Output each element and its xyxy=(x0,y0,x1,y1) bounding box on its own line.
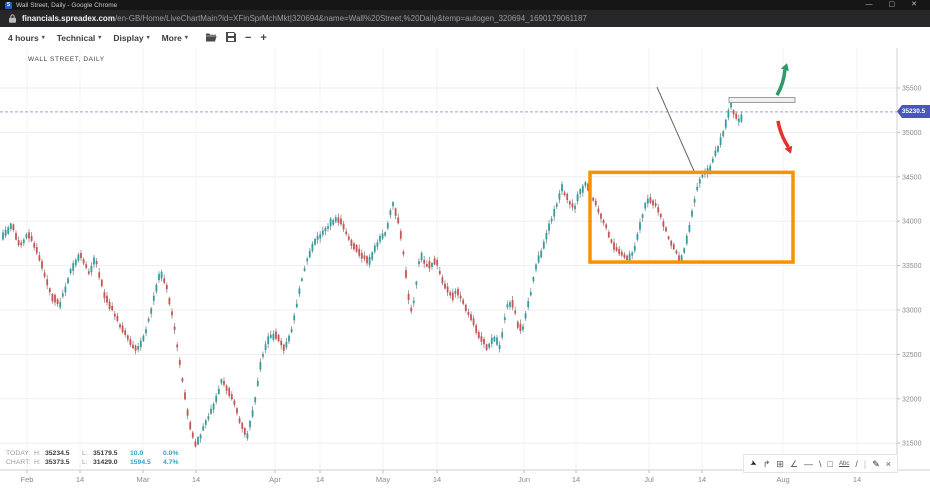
chart-label: CHART: xyxy=(6,459,31,466)
time-axis-label: 14 xyxy=(192,475,200,484)
price-axis-label: 35000 xyxy=(902,130,922,137)
menu-more[interactable]: More ▾ xyxy=(159,33,197,43)
grid-tool[interactable]: ⊞ xyxy=(776,458,784,469)
toolbar-divider: | xyxy=(863,458,867,469)
chart-area[interactable]: 35500 35000 34500 34000 33500 33000 32500 32000… xyxy=(0,48,930,490)
current-price-badge: 35230.5 xyxy=(897,105,930,118)
chevron-down-icon: ▾ xyxy=(41,35,45,41)
chart-change-value: 1594.5 xyxy=(130,459,151,466)
toolbar-icon-group: − + xyxy=(205,31,267,44)
close-toolbar-button[interactable]: × xyxy=(885,458,891,469)
horizontal-line-tool[interactable]: — xyxy=(804,458,814,469)
menu-timeframe[interactable]: 4 hours ▾ xyxy=(5,33,54,43)
menu-technical-label: Technical xyxy=(56,32,96,43)
bearish-arrow-annotation-head xyxy=(784,145,793,154)
window-titlebar: S Wall Street, Daily - Google Chrome — ▢… xyxy=(0,0,930,10)
price-axis-label: 32000 xyxy=(902,396,922,403)
url-path: /en-GB/Home/LiveChartMain?id=XFinSprMchM… xyxy=(114,14,587,23)
maximize-icon[interactable]: ▢ xyxy=(888,1,896,8)
chart-high-value: 35373.5 xyxy=(45,459,70,466)
bearish-arrow-annotation[interactable] xyxy=(776,120,790,149)
time-axis-label: 14 xyxy=(316,475,324,484)
url-bar[interactable]: financials.spreadex.com/en-GB/Home/LiveC… xyxy=(0,10,930,27)
consolidation-box-annotation[interactable] xyxy=(588,170,795,264)
candle-wicks xyxy=(2,99,742,448)
window-title: Wall Street, Daily - Google Chrome xyxy=(16,1,118,9)
time-axis-label: Mar xyxy=(137,475,150,484)
lock-icon[interactable] xyxy=(9,14,16,23)
candlestick-chart[interactable]: 35500 35000 34500 34000 33500 33000 32500 32000… xyxy=(0,48,930,490)
chart-menu-toolbar: 4 hours ▾ Technical ▾ Display ▾ More ▾ − + xyxy=(0,27,930,49)
drawing-toolbar: ➤ ↱ ⊞ ∠ — \ □ Abc / | ✎ × xyxy=(743,454,898,473)
polyline-arrow-tool[interactable]: ↱ xyxy=(762,458,771,469)
menu-technical[interactable]: Technical ▾ xyxy=(54,33,111,43)
trend-line-annotation[interactable] xyxy=(656,86,696,174)
chart-symbol-label: WALL STREET, DAILY xyxy=(28,56,105,63)
chart-high-label: H: xyxy=(34,459,41,466)
diagonal-line-tool[interactable]: / xyxy=(855,458,858,469)
cursor-tool[interactable]: ➤ xyxy=(748,457,759,469)
time-axis-label: 14 xyxy=(433,475,441,484)
today-low-value: 35179.5 xyxy=(93,450,118,457)
time-axis-label: 14 xyxy=(698,475,706,484)
bullish-arrow-annotation[interactable] xyxy=(775,69,787,96)
time-axis-label: Aug xyxy=(776,475,789,484)
time-axis-label: Apr xyxy=(269,475,281,484)
trend-line-tool[interactable]: \ xyxy=(819,458,822,469)
text-tool[interactable]: Abc xyxy=(839,458,849,470)
chart-low-value: 31429.0 xyxy=(93,459,118,466)
today-low-label: L: xyxy=(82,450,88,457)
price-axis-label: 31500 xyxy=(902,441,922,448)
window-controls: — ▢ ✕ xyxy=(866,0,926,10)
menu-display-label: Display xyxy=(113,32,144,43)
price-axis-label: 33000 xyxy=(902,308,922,315)
close-icon[interactable]: ✕ xyxy=(911,1,917,8)
site-favicon-icon: S xyxy=(5,1,12,9)
time-axis-label: 14 xyxy=(853,475,861,484)
time-axis-label: Jun xyxy=(518,475,530,484)
time-axis-label: Feb xyxy=(21,475,34,484)
chart-low-label: L: xyxy=(82,459,88,466)
menu-display[interactable]: Display ▾ xyxy=(110,33,158,43)
minimize-icon[interactable]: — xyxy=(865,1,873,8)
today-change-pct: 0.0% xyxy=(163,450,179,457)
time-axis-label: Jul xyxy=(644,475,654,484)
down-candles xyxy=(12,110,738,447)
time-axis-label: May xyxy=(376,475,390,484)
bullish-arrow-annotation-head xyxy=(780,63,789,72)
resistance-level-annotation[interactable] xyxy=(728,96,796,103)
today-high-value: 35234.5 xyxy=(45,450,70,457)
today-high-label: H: xyxy=(34,450,41,457)
price-axis-label: 34000 xyxy=(902,219,922,226)
chart-stats-row: CHART: H: 35373.5 L: 31429.0 1594.5 4.7% xyxy=(6,458,189,467)
zoom-out-icon[interactable]: − xyxy=(244,31,252,44)
price-axis-label: 35500 xyxy=(902,86,922,93)
price-axis-label: 32500 xyxy=(902,352,922,359)
today-stats-row: TODAY: H: 35234.5 L: 35179.5 10.0 0.0% xyxy=(6,449,189,458)
chart-change-pct: 4.7% xyxy=(163,459,179,466)
rectangle-tool[interactable]: □ xyxy=(827,458,833,469)
time-axis-label: 14 xyxy=(572,475,580,484)
chart-type-tool[interactable]: ∠ xyxy=(789,458,799,469)
menu-group: 4 hours ▾ Technical ▾ Display ▾ More ▾ xyxy=(5,33,197,43)
menu-timeframe-label: 4 hours xyxy=(8,32,39,43)
chevron-down-icon: ▾ xyxy=(184,35,188,41)
today-change-value: 10.0 xyxy=(130,450,144,457)
up-candles xyxy=(2,102,743,445)
pencil-tool[interactable]: ✎ xyxy=(872,458,880,469)
price-stats: TODAY: H: 35234.5 L: 35179.5 10.0 0.0% C… xyxy=(6,449,189,467)
open-chart-icon[interactable] xyxy=(205,32,217,44)
chevron-down-icon: ▾ xyxy=(98,35,102,41)
price-axis-label: 34500 xyxy=(902,174,922,181)
url-domain: financials.spreadex.com xyxy=(22,14,115,23)
today-label: TODAY: xyxy=(6,450,31,457)
chevron-down-icon: ▾ xyxy=(146,35,150,41)
time-axis-label: 14 xyxy=(76,475,84,484)
url-text: financials.spreadex.com/en-GB/Home/LiveC… xyxy=(22,14,587,23)
zoom-in-icon[interactable]: + xyxy=(260,31,267,44)
menu-more-label: More xyxy=(161,32,182,43)
save-chart-icon[interactable] xyxy=(225,31,236,44)
price-axis-label: 33500 xyxy=(902,263,922,270)
